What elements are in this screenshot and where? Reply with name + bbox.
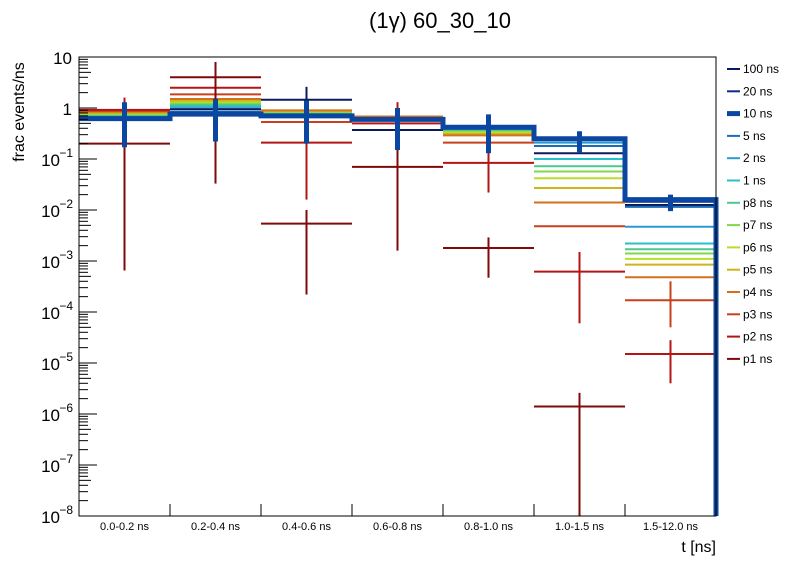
legend-label: p2 ns — [743, 330, 772, 344]
y-tick-label: 10 — [41, 202, 60, 221]
legend-entry: p4 ns — [727, 285, 772, 299]
legend-entry: 20 ns — [727, 84, 772, 98]
x-tick-label: 0.2-0.4 ns — [191, 521, 240, 533]
legend-label: p5 ns — [743, 263, 772, 277]
legend-label: p7 ns — [743, 218, 772, 232]
y-tick-label: 10 — [41, 151, 60, 170]
series-p2-ns — [79, 86, 716, 384]
y-tick-label: 10 — [41, 253, 60, 272]
y-tick-exponent: −8 — [59, 503, 73, 517]
legend-entry: 5 ns — [727, 129, 766, 143]
legend-entry: 10 ns — [727, 107, 772, 121]
legend-label: 5 ns — [743, 129, 766, 143]
legend-entry: p5 ns — [727, 263, 772, 277]
y-tick-label: 10 — [53, 49, 72, 68]
y-tick-label: 10 — [41, 457, 60, 476]
step-line — [79, 111, 719, 516]
x-axis-label: t [ns] — [681, 539, 716, 556]
legend-label: 2 ns — [743, 151, 766, 165]
legend-entry: 100 ns — [727, 62, 779, 76]
y-tick-exponent: −6 — [59, 401, 73, 415]
legend-entry: 1 ns — [727, 174, 766, 188]
x-tick-label: 1.0-1.5 ns — [555, 521, 604, 533]
legend-label: p1 ns — [743, 352, 772, 366]
legend-entry: 2 ns — [727, 151, 766, 165]
x-tick-label: 0.4-0.6 ns — [282, 521, 331, 533]
y-tick-label: 10 — [41, 508, 60, 527]
y-axis-label: frac events/ns — [11, 62, 28, 162]
y-tick-exponent: −5 — [59, 350, 73, 364]
plot-frame — [78, 56, 717, 517]
series-10-ns — [79, 99, 719, 516]
legend-label: 10 ns — [743, 107, 772, 121]
legend-entry: p2 ns — [727, 330, 772, 344]
x-tick-label: 0.8-1.0 ns — [464, 521, 513, 533]
y-tick-exponent: −7 — [59, 452, 73, 466]
y-tick-exponent: −4 — [59, 299, 73, 313]
legend-label: p4 ns — [743, 285, 772, 299]
x-tick-label: 0.0-0.2 ns — [100, 521, 149, 533]
legend-entry: p8 ns — [727, 196, 772, 210]
legend-label: 100 ns — [743, 62, 779, 76]
x-tick-label: 1.5-12.0 ns — [643, 521, 699, 533]
legend-label: p8 ns — [743, 196, 772, 210]
legend-label: 1 ns — [743, 174, 766, 188]
y-tick-label: 10 — [41, 304, 60, 323]
y-tick-exponent: −2 — [59, 197, 73, 211]
x-tick-label: 0.6-0.8 ns — [373, 521, 422, 533]
y-tick-label: 10 — [41, 406, 60, 425]
y-tick-label: 1 — [63, 100, 72, 119]
legend-label: p6 ns — [743, 240, 772, 254]
legend-label: 20 ns — [743, 84, 772, 98]
legend-entry: p3 ns — [727, 307, 772, 321]
legend-entry: p6 ns — [727, 240, 772, 254]
legend-label: p3 ns — [743, 307, 772, 321]
y-tick-exponent: −1 — [59, 146, 73, 160]
y-tick-exponent: −3 — [59, 248, 73, 262]
plot-marks — [79, 61, 719, 516]
legend: 100 ns 20 ns 10 ns 5 ns 2 ns 1 ns p8 ns p7 ns p6… — [727, 62, 779, 366]
legend-entry: p1 ns — [727, 352, 772, 366]
chart-title: (1γ) 60_30_10 — [369, 8, 511, 33]
y-tick-label: 10 — [41, 355, 60, 374]
legend-entry: p7 ns — [727, 218, 772, 232]
